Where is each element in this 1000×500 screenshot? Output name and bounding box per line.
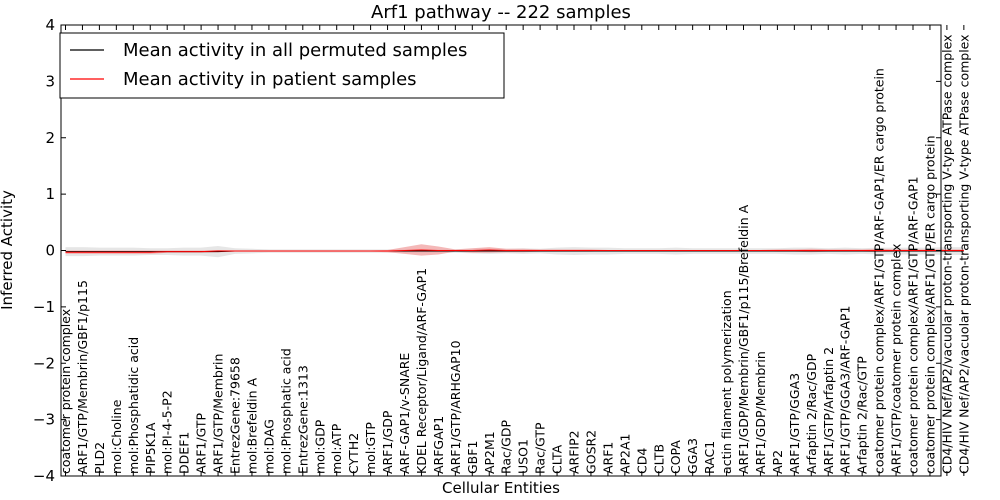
y-tick-label: 2	[45, 129, 55, 147]
patient-samples-line	[65, 249, 964, 253]
x-tick-label: ARFGAP1	[431, 416, 446, 474]
y-axis-ticks: −4 −3 −2 −1 0 1 2 3 4	[33, 16, 941, 485]
y-axis-label: Inferred Activity	[0, 190, 16, 310]
x-tick-label: ARF1	[600, 442, 615, 474]
x-tick-label: CD4/HIV Nef/AP2/vacuolar proton-transpor…	[939, 35, 954, 475]
x-tick-label: Rac/GTP	[533, 422, 548, 474]
x-tick-label: mol:Phosphatidic acid	[126, 337, 141, 474]
x-tick-label: Arfaptin 2/Rac/GTP	[855, 356, 870, 474]
legend-box	[59, 32, 505, 99]
confidence-bands	[65, 244, 964, 258]
y-tick-label: 0	[45, 242, 55, 260]
x-tick-label: ARF1/GTP/Membrin	[211, 354, 226, 474]
x-tick-label: coatomer protein complex/ARF1/GTP/ARF-GA…	[872, 68, 887, 474]
y-tick-label: 4	[45, 16, 55, 34]
x-tick-label: CD4	[634, 448, 649, 474]
x-axis-ticks: coatomer protein complex ARF1/GTP/Membrin…	[58, 25, 971, 476]
x-tick-label: ARF1/GTP	[194, 413, 209, 474]
x-tick-label: PIP5K1A	[143, 422, 158, 474]
patient-samples-band	[65, 244, 964, 256]
x-tick-label: CLTA	[550, 444, 565, 474]
x-tick-label: coatomer protein complex	[58, 309, 73, 474]
x-tick-label: ARF1/GTP/coatomer protein complex	[889, 244, 904, 474]
legend: Mean activity in all permuted samples Me…	[59, 32, 505, 99]
x-tick-label: coatomer protein complex/ARF1/GTP/ARF-GA…	[906, 176, 921, 474]
x-tick-label: mol:Choline	[109, 399, 124, 474]
y-tick-label: −3	[33, 411, 55, 429]
x-tick-label: EntrezGene:1313	[295, 365, 310, 474]
x-tick-label: AP2A1	[617, 434, 632, 475]
x-tick-label: ARF-GAP1/v-SNARE	[397, 353, 412, 474]
y-tick-label: −1	[33, 298, 55, 316]
x-tick-label: AP2	[770, 450, 785, 474]
x-tick-label: ARFIP2	[567, 430, 582, 474]
y-tick-label: −4	[33, 467, 55, 485]
x-tick-label: CYTH2	[346, 433, 361, 474]
x-tick-label: ARF1/GDP	[380, 410, 395, 474]
series-lines	[65, 249, 964, 253]
x-tick-label: ARF1/GTP/Membrin/GBF1/p115	[75, 280, 90, 474]
x-tick-label: GGA3	[685, 438, 700, 474]
x-tick-label: CD4/HIV Nef/AP2/vacuolar proton-transpor…	[956, 34, 971, 474]
x-tick-label: ARF1/GDP/Membrin	[753, 351, 768, 474]
x-tick-label: mol:GDP	[312, 419, 327, 474]
x-tick-label: coatomer protein complex/ARF1/GTP/ER car…	[922, 135, 937, 474]
y-tick-label: −2	[33, 354, 55, 372]
x-tick-label: Arfaptin 2/Rac/GDP	[804, 353, 819, 474]
x-tick-label: DDEF1	[177, 432, 192, 474]
x-tick-label: mol:Brefeldin A	[244, 377, 259, 474]
x-tick-label: PLD2	[92, 442, 107, 474]
x-tick-label: mol:PI-4-5-P2	[160, 390, 175, 474]
x-tick-label: ARF1/GTP/ARHGAP10	[448, 340, 463, 474]
x-tick-label: actin filament polymerization	[719, 290, 734, 474]
x-tick-label: ARF1/GTP/GGA3	[787, 373, 802, 474]
x-tick-label: mol:GTP	[363, 422, 378, 474]
legend-patient-label: Mean activity in patient samples	[123, 69, 417, 90]
x-tick-label: mol:ATP	[329, 423, 344, 474]
x-tick-label: KDEL Receptor/Ligand/ARF-GAP1	[414, 268, 429, 474]
x-tick-label: Rac/GDP	[499, 420, 514, 474]
x-axis-label: Cellular Entities	[442, 479, 560, 497]
legend-permuted-label: Mean activity in all permuted samples	[123, 40, 467, 61]
x-tick-label: ARF1/GTP/GGA3/ARF-GAP1	[838, 306, 853, 474]
x-tick-label: RAC1	[702, 441, 717, 474]
x-tick-label: GBF1	[465, 441, 480, 474]
x-tick-label: CLTB	[651, 444, 666, 474]
x-tick-label: COPA	[668, 440, 683, 474]
x-tick-label: mol:Phosphatic acid	[278, 348, 293, 474]
x-tick-label: mol:DAG	[261, 419, 276, 474]
x-tick-label: EntrezGene:79658	[228, 357, 243, 474]
x-tick-label: ARF1/GTP/Arfaptin 2	[821, 347, 836, 474]
y-tick-label: 1	[45, 185, 55, 203]
chart-title: Arf1 pathway -- 222 samples	[371, 2, 631, 23]
y-tick-label: 3	[45, 72, 55, 90]
x-tick-label: USO1	[516, 439, 531, 474]
x-tick-label: AP2M1	[482, 431, 497, 474]
x-tick-label: GOSR2	[583, 430, 598, 474]
x-tick-label: ARF1/GDP/Membrin/GBF1/p115/Brefeldin A	[736, 204, 751, 474]
